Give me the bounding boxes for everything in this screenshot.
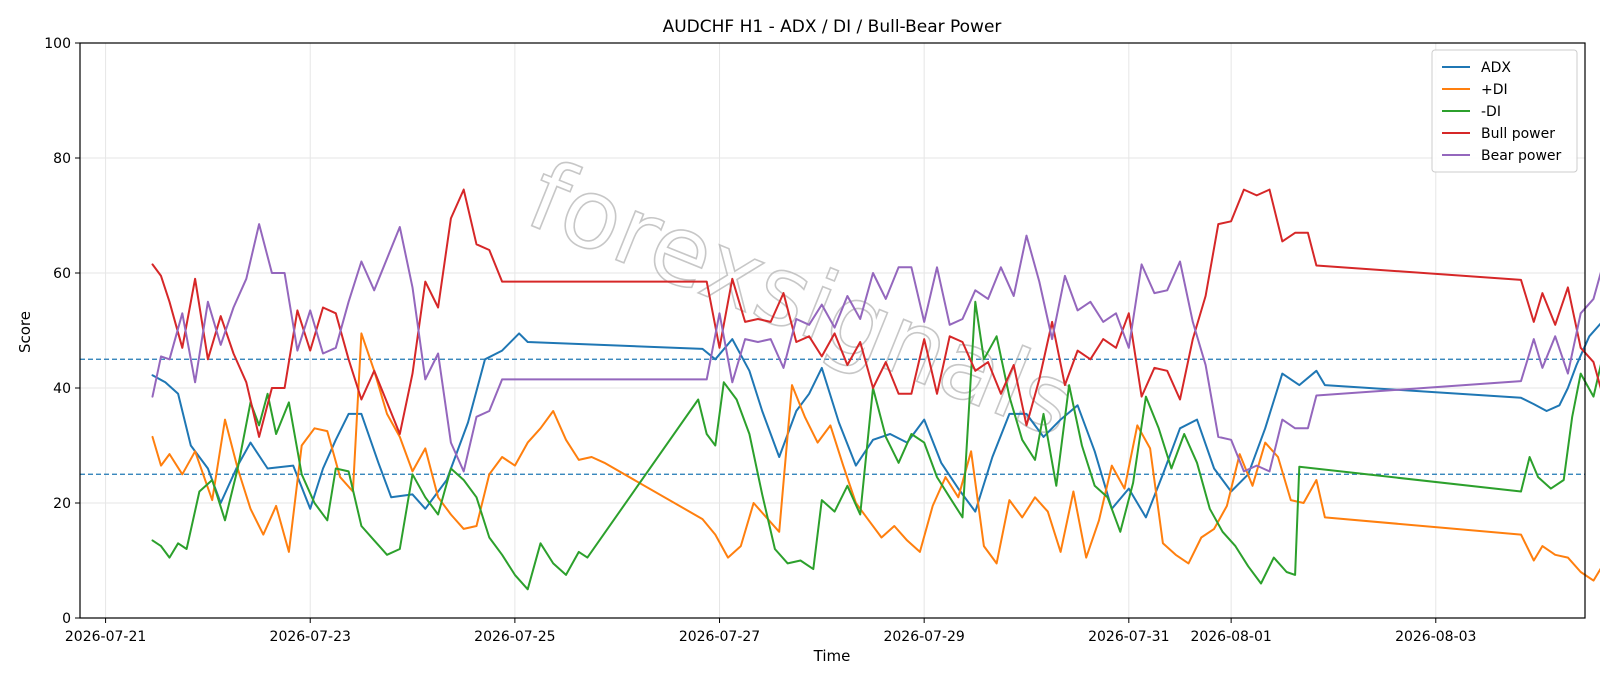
y-tick-label: 80 [53,151,71,167]
x-axis: 2026-07-21 2026-07-23 2026-07-25 2026-07-27… [65,618,1476,645]
x-tick-label: 2026-07-27 [679,629,760,645]
y-tick-label: 40 [53,381,71,397]
x-tick-label: 2026-07-21 [65,629,146,645]
y-tick-label: 20 [53,496,71,512]
x-tick-label: 2026-07-31 [1088,629,1169,645]
series-line-bear-power [151,223,1600,473]
legend: ADX +DI -DI Bull power Bear power [1431,49,1578,173]
legend-box [1431,49,1578,173]
legend-label-bull-power: Bull power [1481,126,1555,142]
x-tick-label: 2026-07-23 [270,629,351,645]
legend-label-bear-power: Bear power [1481,148,1562,164]
series-layer [151,188,1600,591]
legend-label-di: +DI [1481,82,1508,98]
x-tick-label: 2026-07-29 [883,629,964,645]
y-tick-label: 100 [44,36,71,52]
y-axis: 0 20 40 60 80 100 [44,36,80,627]
reference-lines [80,358,1585,475]
y-axis-title: Score [16,311,34,353]
legend-label-di: -DI [1481,104,1501,120]
series-line-di [151,300,1600,591]
y-tick-label: 0 [62,611,71,627]
y-tick-label: 60 [53,266,71,282]
series-line-bull-power [151,188,1600,438]
plot-frame [79,42,1586,619]
x-tick-label: 2026-08-03 [1395,629,1476,645]
x-axis-title: Time [813,647,851,665]
legend-label-adx: ADX [1481,60,1511,76]
series-line-adx [151,322,1600,519]
x-tick-label: 2026-07-25 [474,629,555,645]
chart-title: AUDCHF H1 - ADX / DI / Bull-Bear Power [663,17,1002,37]
x-tick-label: 2026-08-01 [1190,629,1271,645]
